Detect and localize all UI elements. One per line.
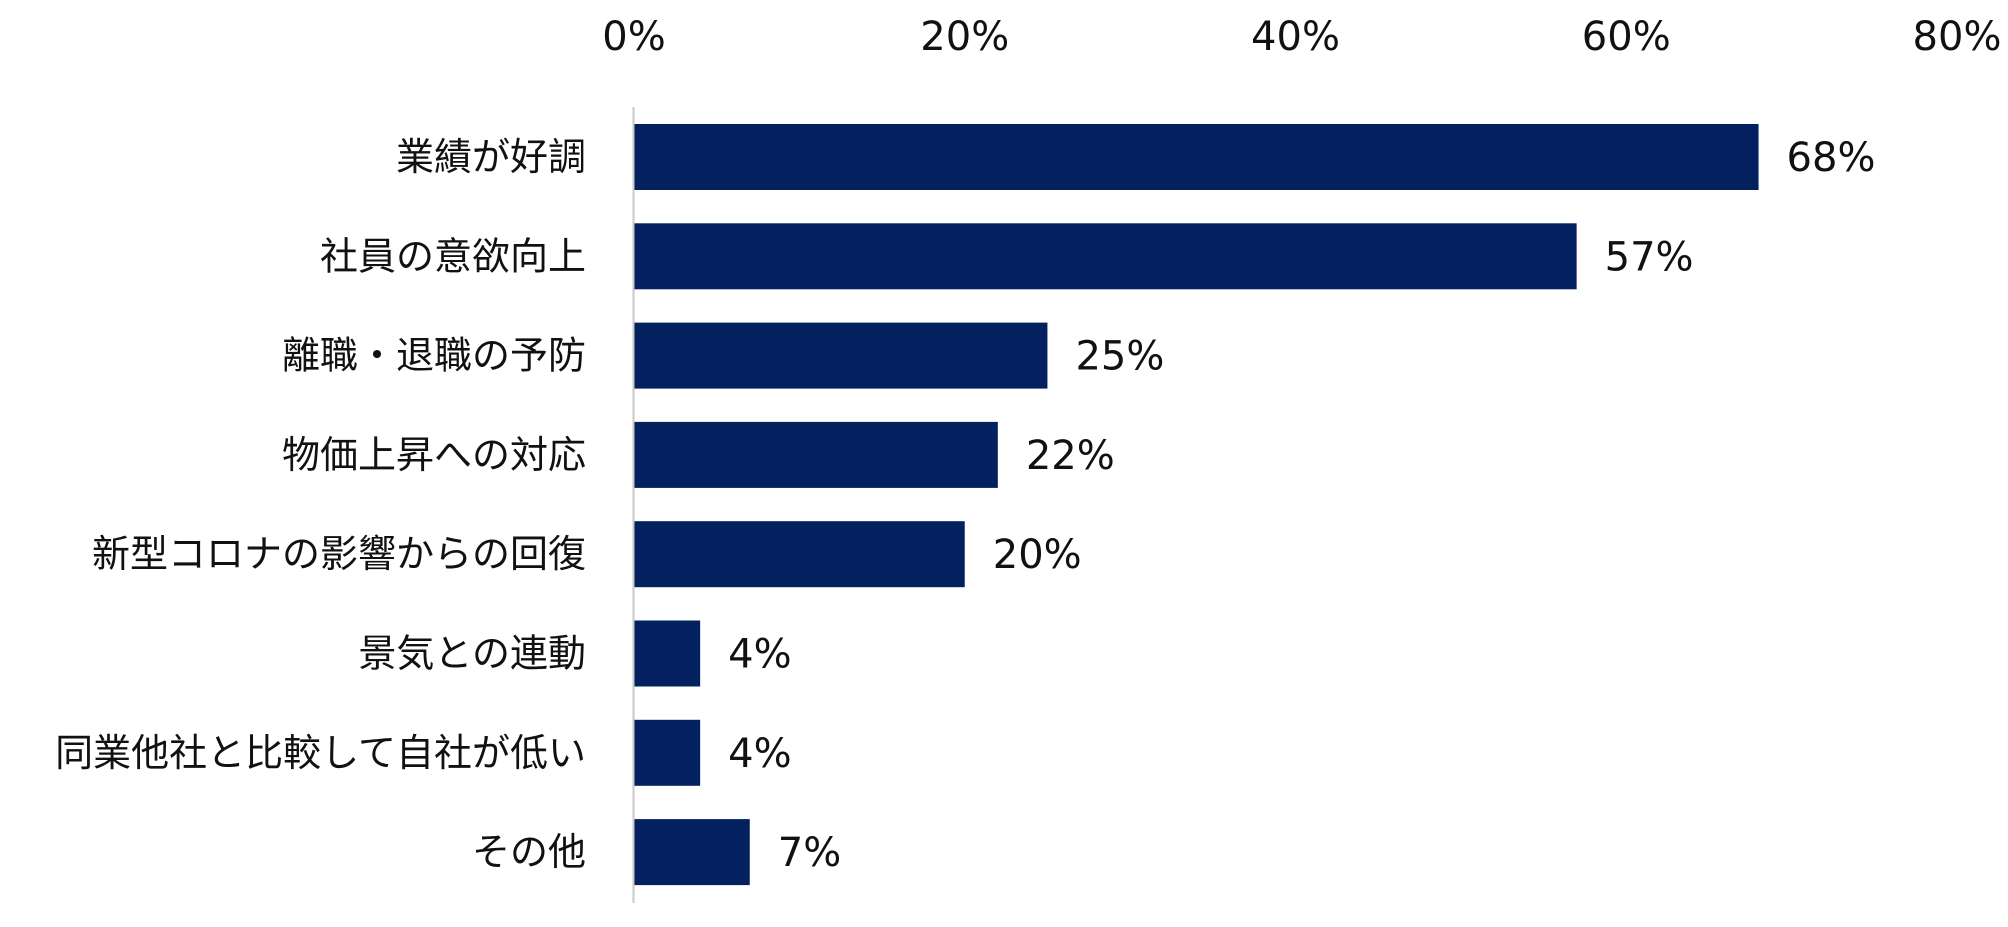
category-label: 物価上昇への対応 xyxy=(282,433,586,477)
bar xyxy=(634,322,1048,389)
bar xyxy=(634,819,750,886)
category-label: 社員の意欲向上 xyxy=(320,234,586,278)
bar xyxy=(634,719,701,786)
category-label: 離職・退職の予防 xyxy=(282,334,586,378)
bar xyxy=(634,421,998,488)
bar xyxy=(634,521,965,588)
data-label: 22% xyxy=(1026,433,1115,479)
category-label: 業績が好調 xyxy=(396,135,586,179)
category-label: 景気との連動 xyxy=(358,632,586,676)
data-label: 25% xyxy=(1075,334,1164,380)
data-label: 57% xyxy=(1605,234,1694,280)
data-label: 20% xyxy=(993,532,1082,578)
data-label: 68% xyxy=(1787,135,1876,181)
bar xyxy=(634,620,701,687)
category-label: その他 xyxy=(472,830,586,874)
bar xyxy=(634,124,1759,190)
data-label: 7% xyxy=(778,830,841,876)
x-tick-label: 60% xyxy=(1582,14,1671,60)
x-tick-label: 80% xyxy=(1913,14,2002,60)
data-label: 4% xyxy=(728,731,791,777)
data-label: 4% xyxy=(728,632,791,678)
category-label: 新型コロナの影響からの回復 xyxy=(92,532,586,576)
x-tick-label: 0% xyxy=(602,14,665,60)
category-label: 同業他社と比較して自社が低い xyxy=(55,731,586,775)
bar xyxy=(634,223,1577,290)
x-tick-label: 20% xyxy=(920,14,1009,60)
x-tick-label: 40% xyxy=(1251,14,1340,60)
